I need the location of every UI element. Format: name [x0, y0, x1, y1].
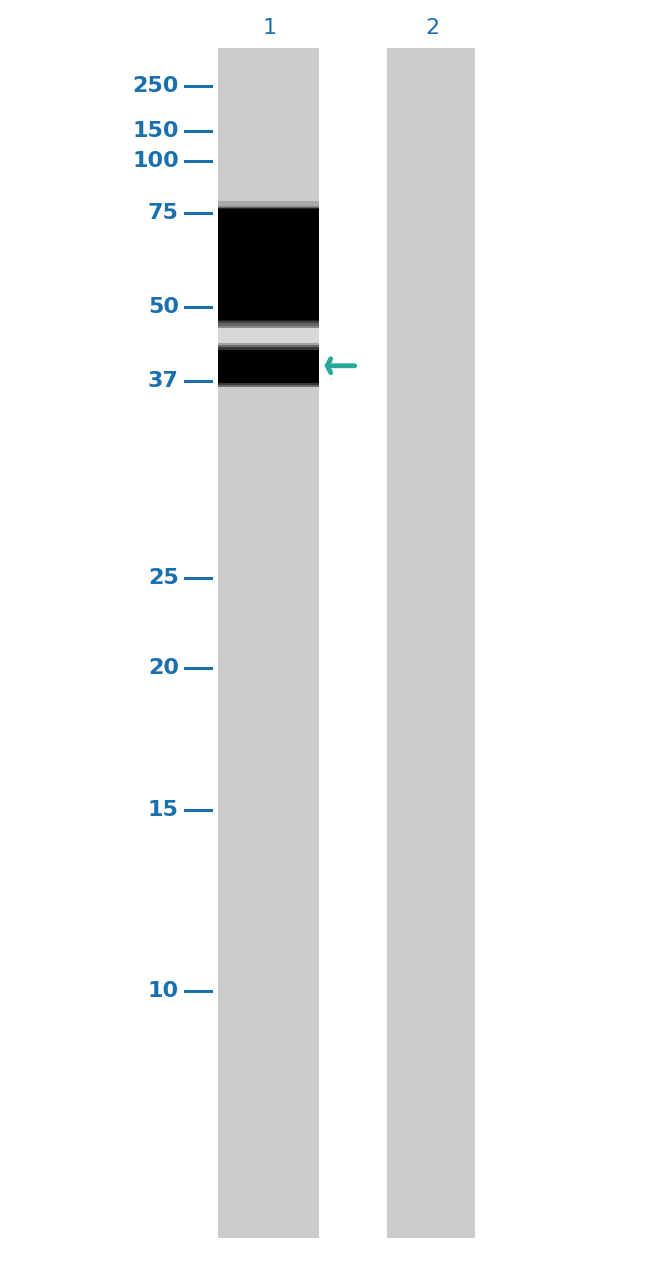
Bar	[218, 352, 318, 354]
Bar	[218, 384, 318, 385]
Bar	[218, 279, 318, 281]
Bar	[218, 268, 318, 271]
Bar	[218, 235, 318, 236]
Bar	[218, 348, 318, 349]
Bar	[218, 260, 318, 262]
Bar	[218, 363, 318, 366]
Bar	[218, 254, 318, 255]
Text: 1: 1	[263, 18, 277, 38]
Bar	[218, 243, 318, 245]
Bar	[218, 222, 318, 224]
Bar	[218, 385, 318, 387]
Text: 37: 37	[148, 371, 179, 391]
Bar	[218, 204, 318, 207]
Bar	[218, 319, 318, 321]
Bar	[218, 321, 318, 324]
Bar	[218, 267, 318, 268]
Bar	[218, 217, 318, 220]
Bar	[218, 302, 318, 305]
Bar	[218, 311, 318, 312]
Bar	[218, 283, 318, 286]
Bar	[218, 287, 318, 290]
Bar	[218, 211, 318, 213]
Bar	[218, 305, 318, 306]
Bar	[218, 290, 318, 292]
Bar	[218, 258, 318, 260]
Bar	[218, 376, 318, 378]
Bar	[218, 325, 318, 328]
Bar	[218, 210, 318, 211]
Bar	[218, 249, 318, 251]
Bar	[218, 248, 318, 249]
Text: 25: 25	[148, 568, 179, 588]
Bar	[218, 220, 318, 222]
Bar	[218, 345, 318, 347]
Text: 15: 15	[148, 800, 179, 820]
Bar	[218, 208, 318, 320]
Bar	[218, 286, 318, 287]
Bar	[218, 343, 318, 345]
Text: 250: 250	[133, 76, 179, 97]
Bar	[218, 293, 318, 296]
Bar	[218, 306, 318, 309]
Bar	[218, 298, 318, 300]
Bar	[218, 213, 318, 216]
Bar	[218, 216, 318, 217]
Bar	[218, 356, 318, 358]
Text: 10: 10	[148, 980, 179, 1001]
Bar	[218, 255, 318, 258]
Bar	[218, 361, 318, 363]
Text: 75: 75	[148, 203, 179, 224]
Bar	[218, 274, 318, 277]
Bar	[218, 271, 318, 273]
Bar	[218, 207, 318, 210]
Bar	[218, 226, 318, 229]
Bar	[218, 300, 318, 302]
Bar	[218, 312, 318, 315]
Bar	[218, 230, 318, 232]
Bar	[218, 309, 318, 311]
Bar	[218, 296, 318, 298]
Bar	[218, 349, 318, 352]
Bar	[218, 370, 318, 372]
Bar	[218, 373, 318, 376]
Bar	[218, 251, 318, 254]
Bar	[218, 354, 318, 356]
Bar	[218, 292, 318, 293]
Text: 150: 150	[132, 121, 179, 141]
Text: 50: 50	[148, 297, 179, 318]
Bar	[218, 245, 318, 248]
Bar	[218, 229, 318, 230]
Text: 100: 100	[132, 151, 179, 171]
Bar	[218, 201, 318, 206]
Bar	[218, 201, 318, 203]
Bar	[218, 277, 318, 279]
Bar	[218, 367, 318, 370]
Bar	[218, 381, 318, 384]
Bar	[387, 48, 474, 1238]
Bar	[218, 241, 318, 243]
Text: 2: 2	[425, 18, 439, 38]
Bar	[218, 236, 318, 239]
Bar	[218, 281, 318, 283]
Bar	[218, 48, 318, 1238]
Bar	[218, 232, 318, 235]
Bar	[218, 328, 318, 343]
Bar	[218, 264, 318, 267]
Bar	[218, 378, 318, 381]
Bar	[218, 203, 318, 204]
Bar	[218, 366, 318, 367]
Bar	[218, 358, 318, 361]
Bar	[218, 224, 318, 226]
Bar	[218, 324, 318, 325]
Bar	[218, 273, 318, 274]
Bar	[218, 318, 318, 319]
Bar	[218, 372, 318, 373]
Bar	[218, 239, 318, 241]
Bar	[218, 262, 318, 264]
Text: 20: 20	[148, 658, 179, 678]
Bar	[218, 315, 318, 318]
